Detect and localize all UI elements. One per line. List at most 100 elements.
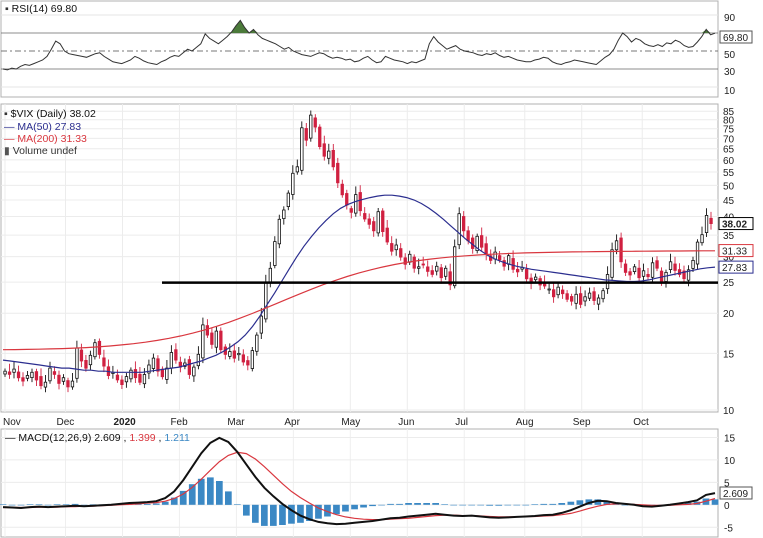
macd-histogram-bar (387, 503, 394, 505)
price-tick-label: 60 (723, 156, 735, 167)
candle-body (30, 371, 34, 378)
price-tick-label: 45 (723, 196, 735, 207)
macd-tick-label: 5 (724, 478, 730, 489)
macd-histogram-bar (207, 477, 214, 505)
candle-body (34, 371, 39, 381)
price-tick-label: 65 (723, 145, 735, 156)
candle-body (304, 128, 308, 141)
date-tick-label: Dec (57, 417, 75, 428)
volume-legend: ▮ Volume undef (4, 145, 77, 157)
macd-tick-label: 0 (724, 501, 730, 512)
candle-body (88, 354, 93, 366)
date-axis-ticks: Nov Dec 2020 Feb Mar Apr May Jun Jul Aug Sep Oct (3, 417, 649, 428)
candle-body (561, 289, 565, 295)
price-value-tags: 38.02 31.33 27.83 (718, 217, 754, 274)
ma200-legend: — MA(200) 31.33 (4, 133, 87, 145)
candle-body (399, 248, 403, 258)
price-tick-label: 70 (723, 134, 735, 145)
macd-histogram-bar (324, 504, 331, 517)
candle-body (614, 240, 619, 251)
candle-body (412, 256, 416, 269)
macd-panel: 15 10 5 0 -5 2.609 — MACD(12,26,9) 2.609 , 1… (0, 428, 753, 538)
candle-body (628, 271, 632, 276)
candle-body (210, 332, 214, 345)
ma50-line (2, 194, 716, 373)
candle-body (259, 315, 264, 334)
macd-histogram-bar (495, 504, 503, 506)
candle-body (682, 270, 686, 280)
macd-frame (0, 428, 719, 538)
rsi-reference-lines (1, 32, 718, 70)
macd-histogram-bar (252, 504, 259, 523)
macd-histogram-bar (80, 504, 88, 506)
candle-body (174, 349, 178, 361)
candle-body (345, 193, 349, 206)
macd-histogram-bar (576, 500, 584, 505)
candle-body (142, 374, 147, 385)
macd-histogram-bar (621, 504, 629, 506)
candle-body (322, 143, 326, 157)
candle-body (196, 353, 201, 367)
candle-body (300, 127, 304, 171)
candle-body (479, 235, 484, 248)
candle-body (700, 234, 704, 244)
candle-body (695, 241, 700, 265)
macd-histogram-bar (711, 499, 719, 505)
price-panel: 10152025303540455055606570758085 38.0231… (0, 103, 754, 428)
macd-histogram-bar (179, 490, 187, 505)
macd-histogram-bar (53, 504, 61, 505)
candle-body (97, 340, 102, 355)
macd-current-value-tag: 2.609 (719, 486, 753, 500)
candle-body (461, 216, 466, 232)
date-tick-label: May (341, 417, 360, 428)
date-tick-label: 2020 (113, 417, 136, 428)
candle-body (75, 347, 79, 379)
macd-legend-name: MACD(12,26,9) (18, 432, 91, 444)
candle-body (511, 258, 515, 270)
candle-body (525, 268, 529, 280)
candle-body (641, 270, 646, 277)
macd-histogram-bar (333, 504, 340, 515)
candle-body (192, 366, 196, 377)
candle-body (372, 221, 376, 232)
macd-histogram-bar (342, 504, 349, 512)
price-tick-label: 50 (723, 181, 735, 192)
candle-body (318, 126, 322, 147)
candle-body (214, 330, 219, 348)
rsi-current-value-tag: 69.80 (719, 30, 753, 44)
candle-body (637, 267, 641, 279)
candle-body (3, 370, 7, 375)
price-tag-box (718, 244, 754, 258)
candle-body (273, 241, 277, 266)
price-tag-box (718, 260, 754, 274)
candle-body (592, 291, 596, 301)
macd-histogram-bar (234, 504, 241, 505)
macd-histogram-bar (531, 504, 539, 505)
candle-body (129, 369, 133, 380)
candle-body (156, 358, 160, 372)
candle-body (381, 210, 385, 233)
candle-body (115, 374, 120, 381)
candle-body (579, 293, 583, 305)
candle-body (331, 149, 335, 168)
price-tick-label: 10 (723, 406, 735, 417)
candle-body (408, 253, 412, 263)
macd-histogram-bar (0, 504, 7, 505)
candle-body (394, 244, 398, 251)
price-horizontal-gridlines (1, 110, 718, 411)
candle-body (426, 266, 430, 272)
candle-body (66, 380, 70, 388)
candle-body (650, 262, 655, 278)
candle-body (448, 271, 452, 286)
candle-body (587, 292, 592, 299)
macd-histogram-bar (405, 503, 412, 505)
candle-body (601, 290, 605, 300)
macd-histogram-bar (35, 504, 43, 505)
candle-body (655, 260, 659, 269)
macd-legend-sep1: , (124, 432, 127, 444)
candle-body (151, 357, 156, 369)
candle-body (435, 265, 439, 272)
candle-body (241, 354, 246, 363)
candle-body (291, 172, 295, 195)
candle-body (25, 375, 30, 379)
